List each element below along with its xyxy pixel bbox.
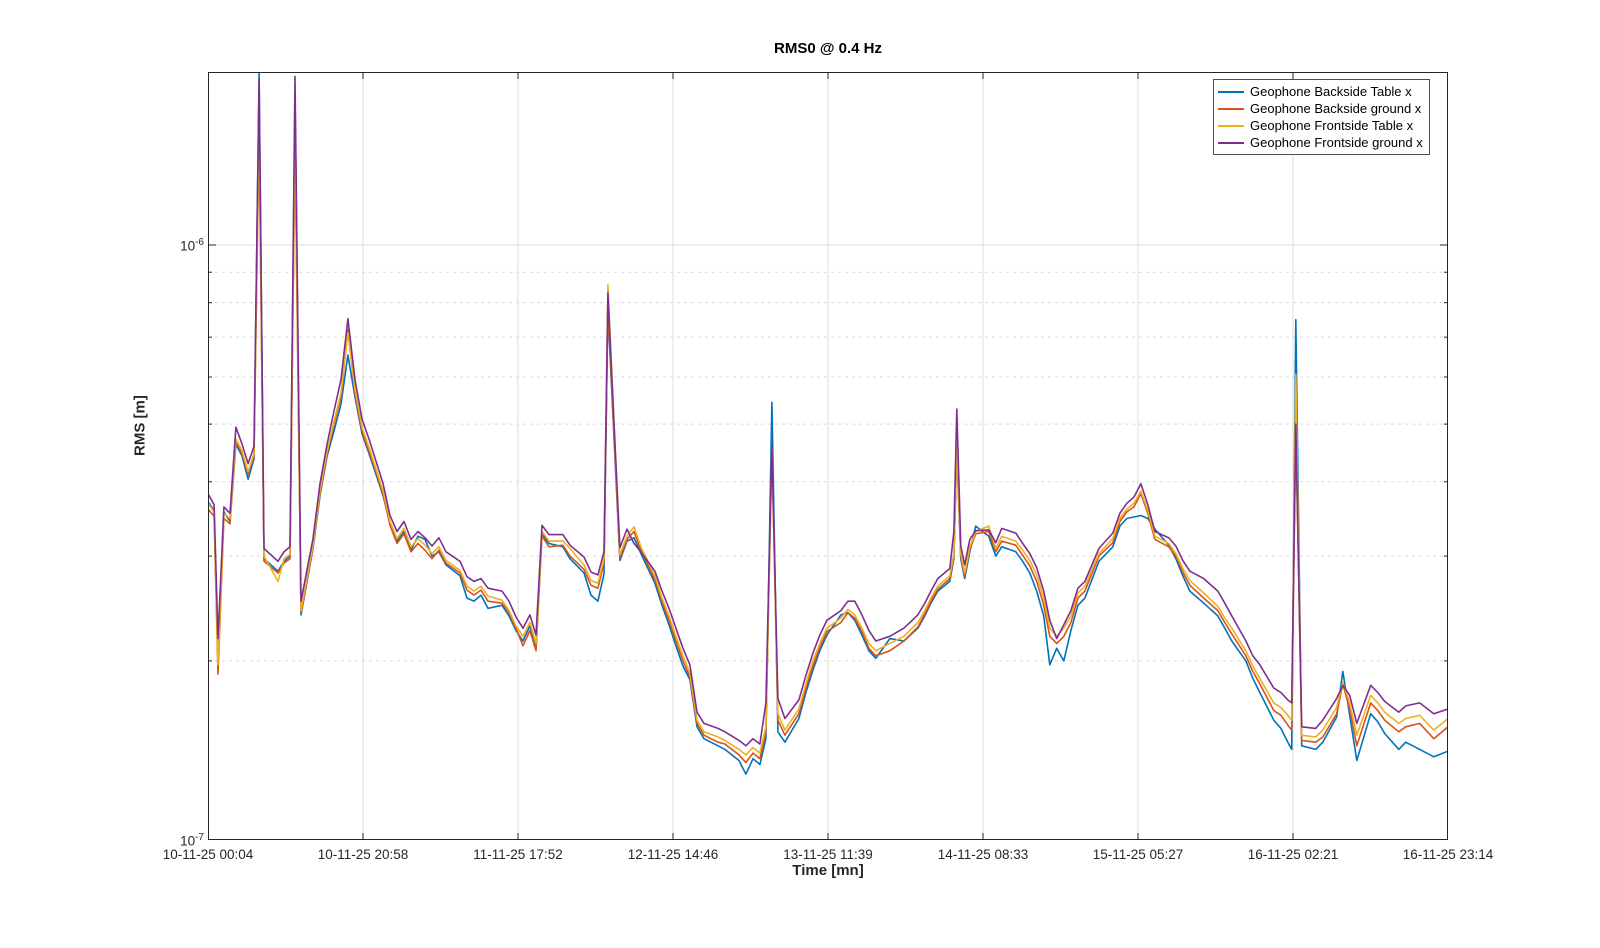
x-tick-label: 14-11-25 08:33	[937, 847, 1029, 862]
legend-item: Geophone Frontside ground x	[1218, 134, 1423, 151]
y-tick-label: 10-6	[180, 236, 204, 254]
x-axis-label: Time [mn]	[792, 862, 864, 879]
legend-label: Geophone Frontside Table x	[1250, 118, 1414, 133]
chart-title: RMS0 @ 0.4 Hz	[774, 40, 882, 57]
legend-box: Geophone Backside Table x Geophone Backsi…	[1213, 79, 1430, 155]
legend-line-sample	[1218, 107, 1244, 110]
legend-label: Geophone Frontside ground x	[1250, 135, 1423, 150]
legend-line-sample	[1218, 141, 1244, 144]
legend-label: Geophone Backside ground x	[1250, 101, 1422, 116]
legend-item: Geophone Frontside Table x	[1218, 117, 1423, 134]
series-line	[208, 75, 1448, 747]
x-tick-label: 16-11-25 23:14	[1402, 847, 1494, 862]
legend-line-sample	[1218, 90, 1244, 93]
legend-item: Geophone Backside ground x	[1218, 100, 1423, 117]
x-tick-label: 10-11-25 20:58	[317, 847, 409, 862]
legend-label: Geophone Backside Table x	[1250, 84, 1412, 99]
x-tick-label: 11-11-25 17:52	[473, 847, 563, 862]
y-tick-label: 10-7	[180, 831, 204, 849]
legend-item: Geophone Backside Table x	[1218, 83, 1423, 100]
plot-area	[208, 72, 1448, 840]
x-tick-label: 15-11-25 05:27	[1092, 847, 1184, 862]
x-tick-label: 10-11-25 00:04	[162, 847, 254, 862]
x-tick-label: 12-11-25 14:46	[627, 847, 719, 862]
legend-line-sample	[1218, 124, 1244, 127]
series-line	[208, 122, 1448, 756]
x-tick-label: 13-11-25 11:39	[783, 847, 873, 862]
x-tick-label: 16-11-25 02:21	[1247, 847, 1339, 862]
